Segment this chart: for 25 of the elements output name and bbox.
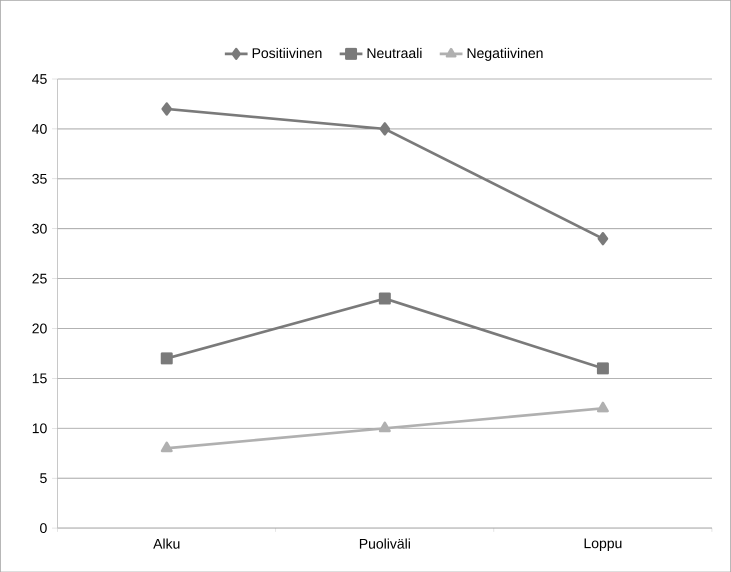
y-tick-label: 35 [32,174,47,184]
y-tick-label: 40 [32,124,47,134]
point [160,352,173,364]
point [596,362,609,374]
y-tick-label: 5 [40,473,47,483]
x-tick-label: Loppu [584,538,622,551]
y-tick-label: 0 [40,522,47,533]
point [598,232,608,246]
y-tick-label: 30 [32,224,47,234]
point [379,122,390,136]
point [378,292,391,304]
y-tick-label: 15 [32,373,47,384]
legend-label: Positiivinen [252,48,322,58]
point [596,401,609,412]
point [160,441,173,452]
y-tick-label: 20 [32,323,47,334]
point [161,102,172,116]
x-tick-label: Alku [153,538,180,549]
point [378,421,391,432]
y-tick-label: 10 [32,423,47,434]
y-tick-label: 45 [32,74,47,84]
legend-label: Neutraali [368,48,422,58]
legend-label: Negatiivinen [468,48,543,61]
y-tick-label: 25 [32,273,47,284]
x-tick-label: Puoliväli [360,538,410,549]
